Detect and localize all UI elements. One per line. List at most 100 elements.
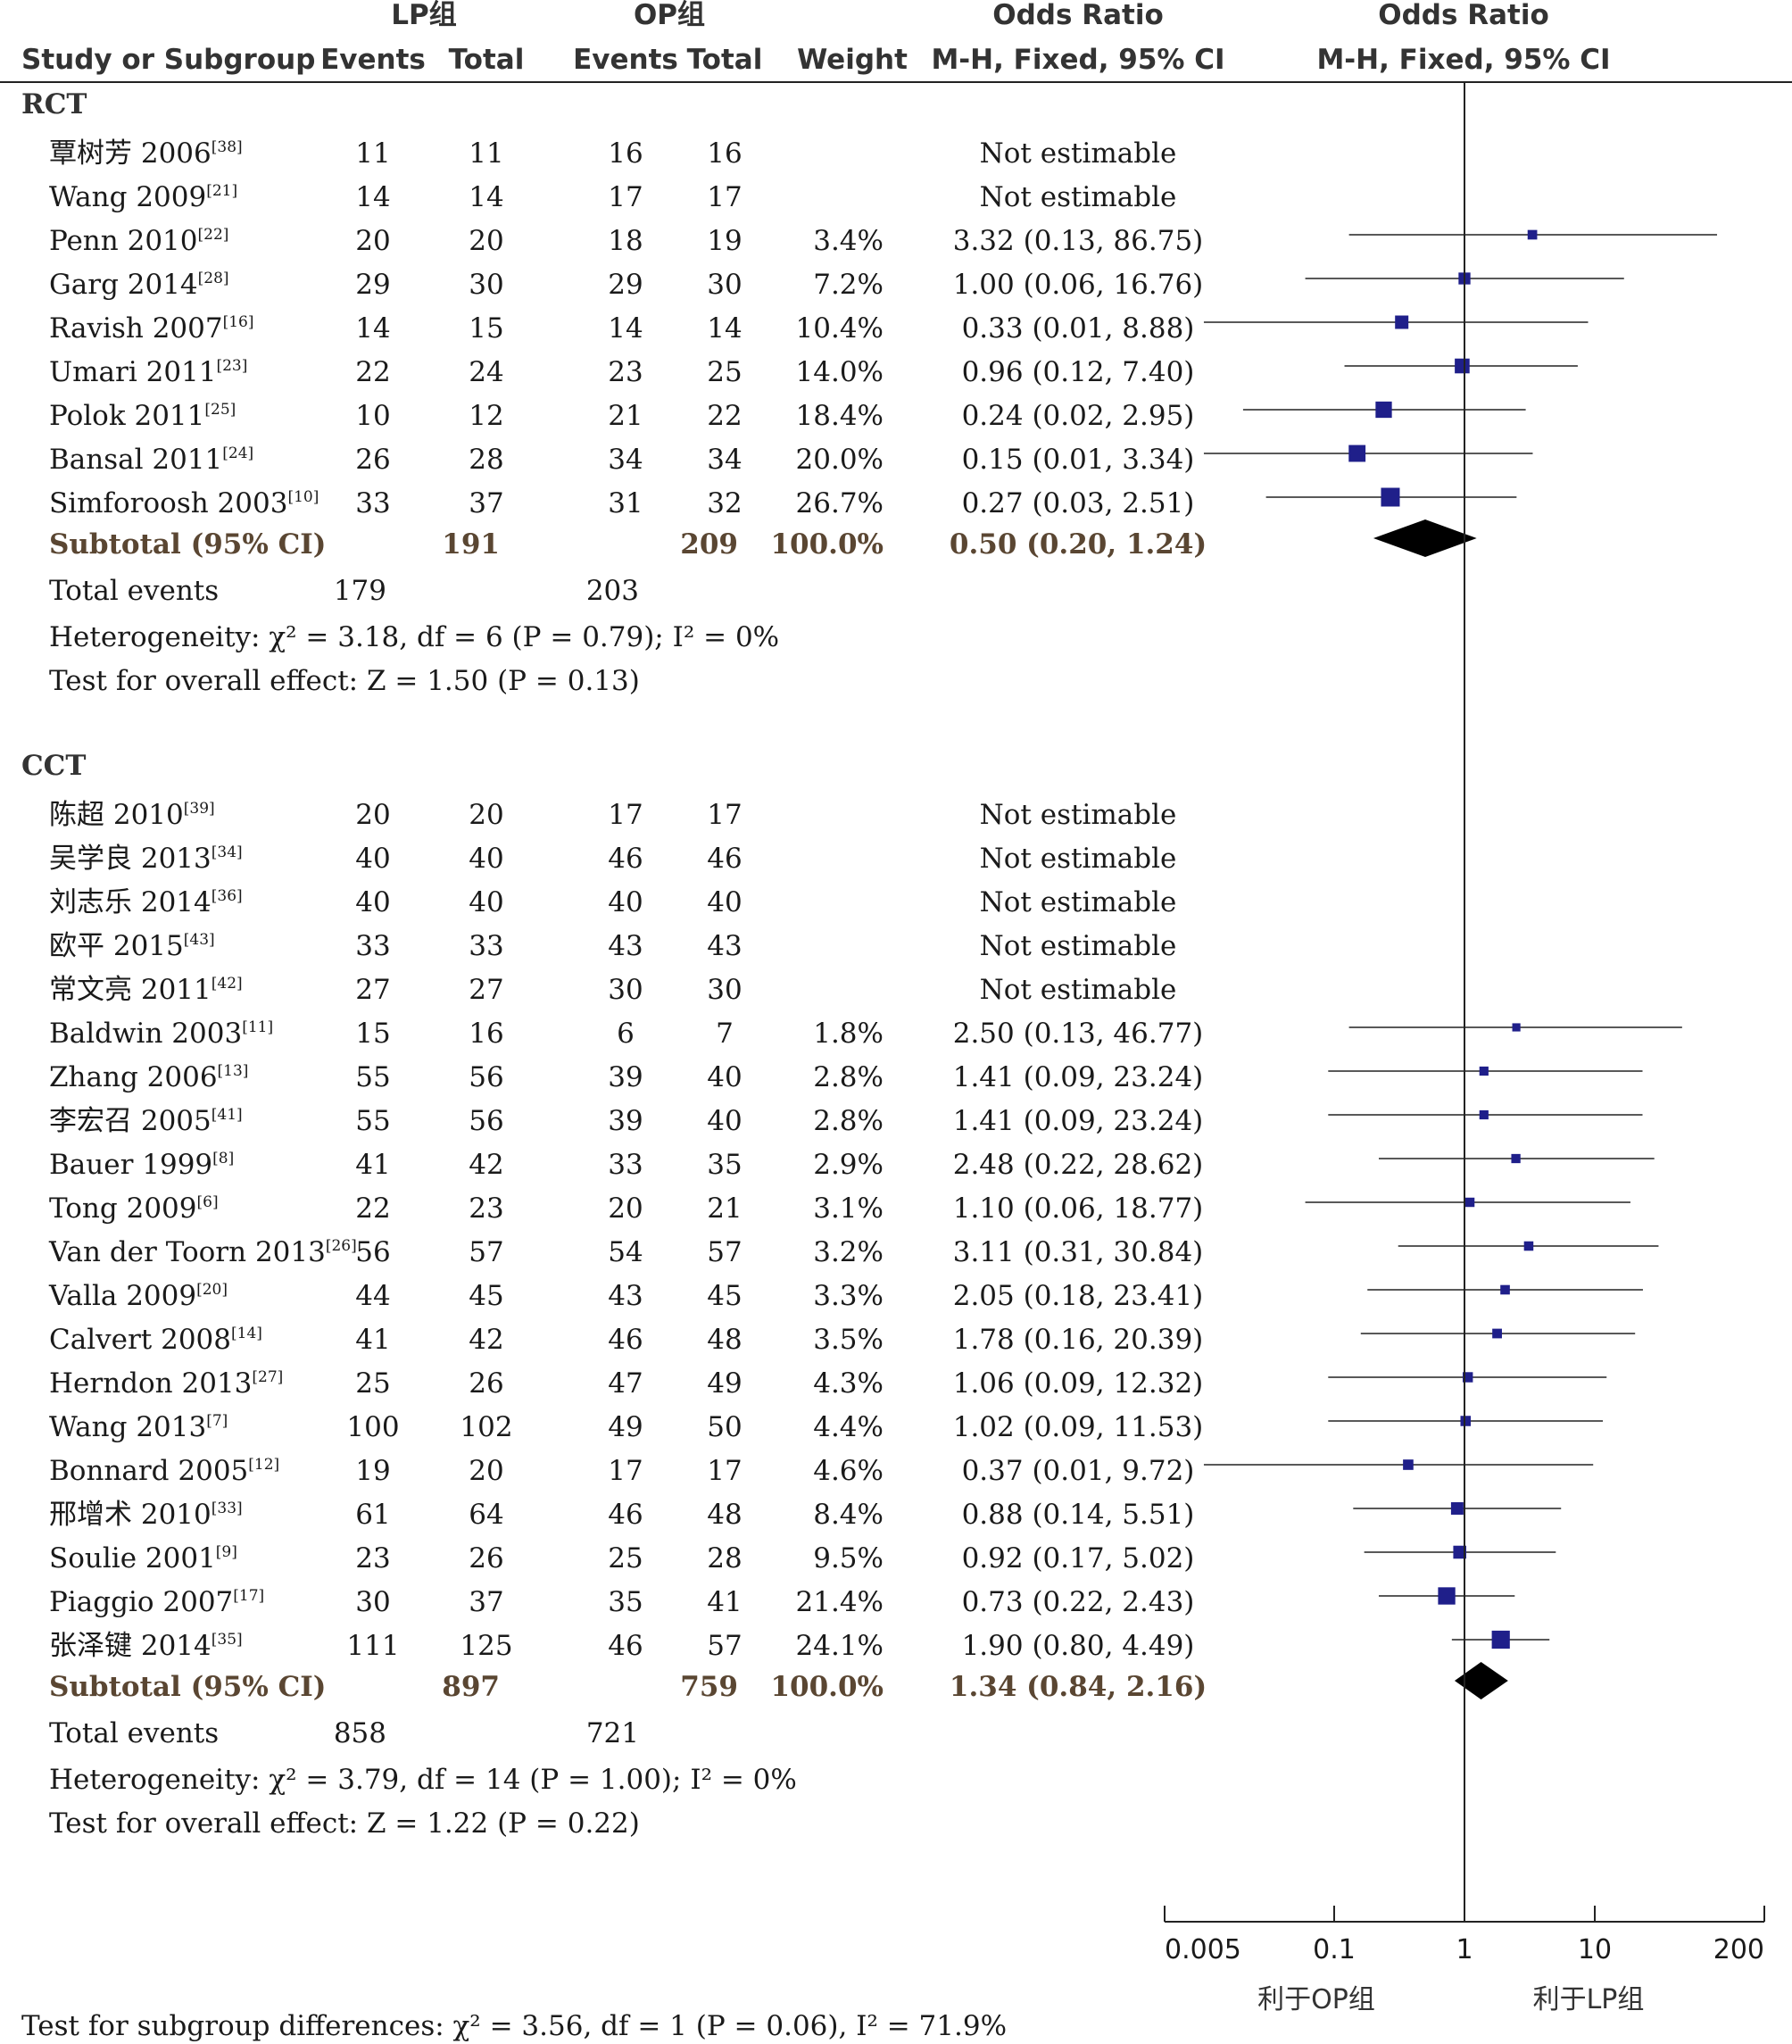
lp-total: 15	[469, 312, 503, 345]
point-estimate-square	[1512, 1023, 1521, 1032]
x-tick-label: 0.1	[1313, 1934, 1356, 1965]
test-subgroup-differences: Test for subgroup differences: χ² = 3.56…	[21, 2010, 1007, 2042]
header-events-op: Events	[573, 44, 678, 76]
lp-events: 33	[355, 487, 390, 519]
study-weight: 24.1%	[796, 1630, 884, 1662]
lp-events: 41	[355, 1149, 390, 1181]
lp-total: 42	[469, 1149, 503, 1181]
study-name: 张泽键 2014[35]	[49, 1630, 243, 1662]
group-label: RCT	[21, 88, 87, 120]
lp-events: 61	[355, 1499, 390, 1531]
study-name: 吴学良 2013[34]	[49, 843, 243, 875]
lp-total: 40	[469, 886, 503, 918]
point-estimate-square	[1491, 1630, 1510, 1649]
lp-events: 19	[355, 1455, 390, 1487]
subtotal-op-total: 759	[680, 1671, 738, 1703]
subtotal-weight: 100.0%	[770, 1671, 884, 1703]
lp-total: 56	[469, 1105, 503, 1137]
lp-events: 44	[355, 1280, 390, 1312]
lp-events: 30	[355, 1586, 390, 1618]
subtotal-ci: 1.34 (0.84, 2.16)	[950, 1671, 1207, 1703]
op-total: 17	[707, 181, 742, 213]
op-events: 54	[608, 1236, 643, 1268]
point-estimate-square	[1438, 1587, 1456, 1605]
op-events: 17	[608, 799, 643, 831]
study-weight: 2.8%	[813, 1105, 884, 1137]
lp-events: 27	[355, 974, 390, 1006]
point-estimate-square	[1511, 1153, 1521, 1164]
op-total: 16	[707, 137, 742, 170]
lp-total: 23	[469, 1192, 503, 1225]
lp-events: 55	[355, 1105, 390, 1137]
lp-total: 12	[469, 400, 503, 432]
study-ci: 1.06 (0.09, 12.32)	[953, 1367, 1204, 1400]
op-events: 29	[608, 269, 643, 301]
study-name: 常文亮 2011[42]	[49, 974, 243, 1006]
study-ci: 0.73 (0.22, 2.43)	[962, 1586, 1195, 1618]
op-events: 46	[608, 843, 643, 875]
subtotal-diamond	[1373, 519, 1477, 557]
study-ci: Not estimable	[980, 930, 1177, 962]
study-ci: 0.88 (0.14, 5.51)	[962, 1499, 1195, 1531]
study-weight: 3.2%	[813, 1236, 884, 1268]
op-events: 16	[608, 137, 643, 170]
lp-total: 45	[469, 1280, 503, 1312]
study-ci: 3.32 (0.13, 86.75)	[953, 225, 1204, 257]
point-estimate-square	[1464, 1197, 1475, 1208]
study-name: Umari 2011[23]	[49, 356, 247, 388]
lp-total: 20	[469, 225, 503, 257]
point-estimate-square	[1479, 1066, 1489, 1076]
op-events: 20	[608, 1192, 643, 1225]
study-name: Penn 2010[22]	[49, 225, 228, 257]
x-tick-label: 0.005	[1165, 1934, 1241, 1965]
op-total: 57	[707, 1630, 742, 1662]
op-events: 49	[608, 1411, 643, 1443]
point-estimate-square	[1450, 1502, 1464, 1515]
lp-total: 16	[469, 1018, 503, 1050]
lp-total: 42	[469, 1324, 503, 1356]
point-estimate-square	[1381, 487, 1400, 507]
study-ci: 0.96 (0.12, 7.40)	[962, 356, 1195, 388]
plot-area: 0.005 0.1 1 10 200	[1164, 83, 1765, 1965]
op-total: 35	[707, 1149, 742, 1181]
op-events: 47	[608, 1367, 643, 1400]
lp-total: 11	[469, 137, 503, 170]
lp-total: 57	[469, 1236, 503, 1268]
lp-events: 14	[355, 312, 390, 345]
op-total: 14	[707, 312, 742, 345]
total-events-lp: 858	[334, 1717, 386, 1749]
op-total: 45	[707, 1280, 742, 1312]
header-odds-ratio-plot: Odds Ratio	[1378, 0, 1549, 31]
lp-events: 111	[346, 1630, 399, 1662]
op-events: 33	[608, 1149, 643, 1181]
study-weight: 3.3%	[813, 1280, 884, 1312]
study-weight: 4.3%	[813, 1367, 884, 1400]
lp-total: 27	[469, 974, 503, 1006]
study-name: 陈超 2010[39]	[49, 799, 215, 831]
study-ci: 1.41 (0.09, 23.24)	[953, 1061, 1204, 1093]
op-events: 46	[608, 1324, 643, 1356]
op-total: 40	[707, 1061, 742, 1093]
favours-left-label: 利于OP组	[1257, 1984, 1375, 2015]
header-total-op: Total	[687, 44, 763, 76]
study-name: 刘志乐 2014[36]	[49, 886, 243, 918]
study-name: Wang 2013[7]	[49, 1411, 228, 1443]
header-weight: Weight	[797, 44, 908, 76]
study-name: Bauer 1999[8]	[49, 1149, 234, 1181]
lp-total: 125	[460, 1630, 512, 1662]
study-weight: 1.8%	[813, 1018, 884, 1050]
study-name: Calvert 2008[14]	[49, 1324, 262, 1356]
point-estimate-square	[1500, 1284, 1510, 1295]
subtotal-lp-total: 897	[442, 1671, 500, 1703]
overall-effect: Test for overall effect: Z = 1.22 (P = 0…	[49, 1807, 640, 1840]
overall-effect: Test for overall effect: Z = 1.50 (P = 0…	[49, 665, 640, 697]
study-ci: Not estimable	[980, 974, 1177, 1006]
op-total: 28	[707, 1542, 742, 1575]
lp-total: 64	[469, 1499, 503, 1531]
op-total: 48	[707, 1324, 742, 1356]
study-name: Simforoosh 2003[10]	[49, 487, 319, 519]
op-events: 35	[608, 1586, 643, 1618]
study-ci: 1.78 (0.16, 20.39)	[953, 1324, 1204, 1356]
study-ci: 0.27 (0.03, 2.51)	[962, 487, 1195, 519]
